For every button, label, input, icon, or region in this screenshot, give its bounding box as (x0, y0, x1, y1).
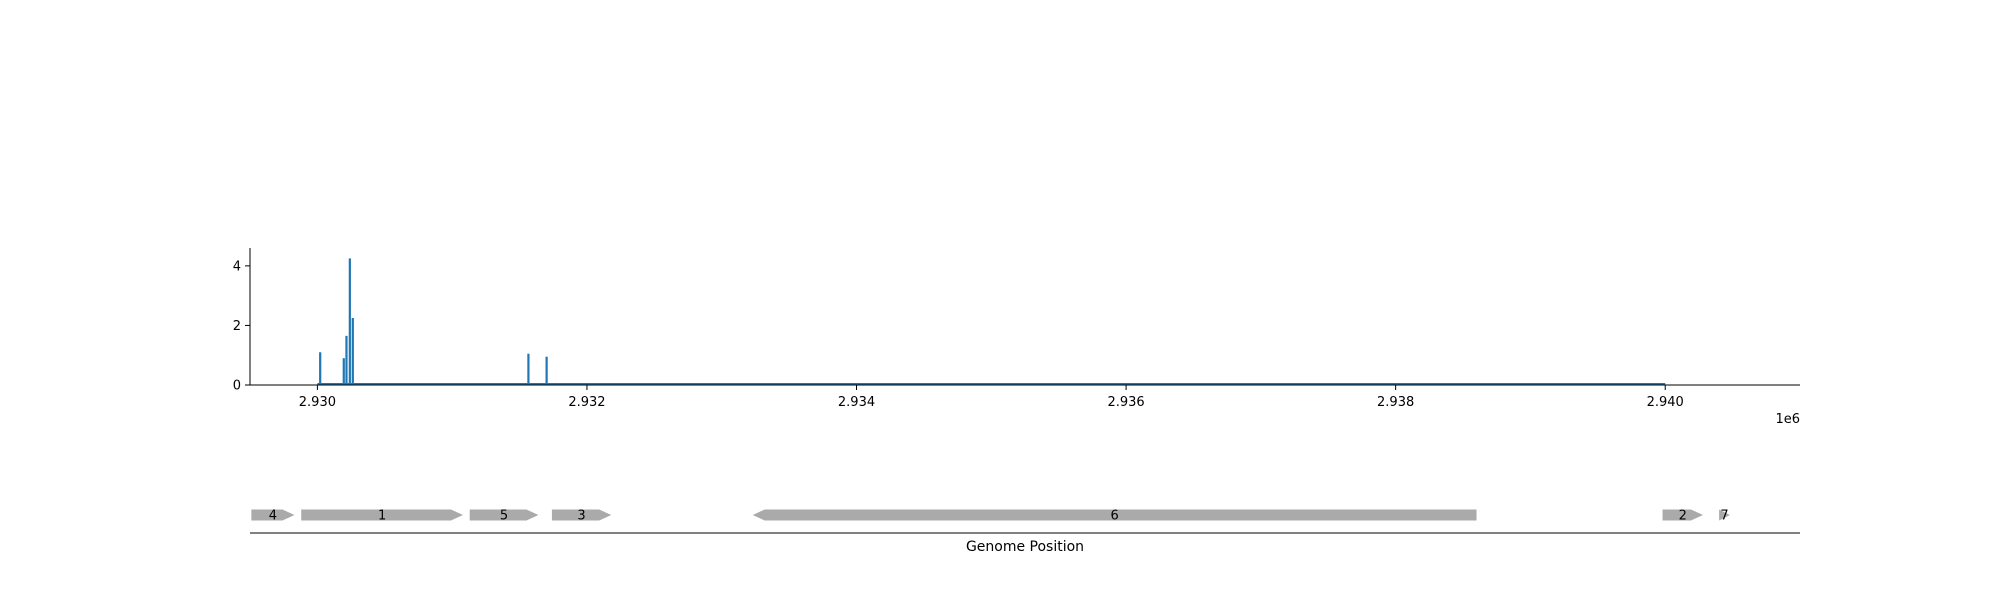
gene-arrow-7 (1719, 509, 1730, 521)
coverage-bar-2 (345, 335, 348, 385)
x-axis-title: Genome Position (966, 539, 1084, 555)
x-tick-label-1: 2.932 (568, 395, 605, 410)
gene-label-5: 5 (500, 509, 508, 524)
gene-arrow-6 (752, 509, 1477, 521)
x-tick-label-4: 2.938 (1377, 395, 1414, 410)
coverage-bar-0 (319, 352, 322, 385)
coverage-bars (319, 258, 548, 385)
gene-arrow-3 (551, 509, 612, 521)
x-ticks: 2.930 2.932 2.934 2.936 2.938 2.940 (299, 385, 1684, 410)
x-tick-label-0: 2.930 (299, 395, 336, 410)
gene-arrow-5 (469, 509, 539, 521)
gene-arrow-2 (1662, 509, 1703, 521)
gene-label-4: 4 (269, 509, 277, 524)
coverage-plot: 0 2 4 2.930 2.932 2.934 2.936 2.938 2.940 1e6 (233, 248, 1800, 427)
gene-label-6: 6 (1110, 509, 1118, 524)
coverage-bar-4 (351, 317, 354, 385)
coverage-bar-5 (527, 353, 530, 385)
gene-arrows: 4 1 5 3 6 2 7 (251, 509, 1730, 524)
x-tick-label-5: 2.940 (1647, 395, 1684, 410)
gene-arrow-1 (301, 509, 463, 521)
x-offset-label: 1e6 (1775, 412, 1800, 427)
gene-track: 4 1 5 3 6 2 7 Genome Position (250, 509, 1800, 555)
gene-arrow-4 (251, 509, 295, 521)
coverage-bar-6 (545, 356, 548, 385)
coverage-bar-1 (342, 358, 345, 385)
y-tick-label-2: 4 (233, 259, 241, 274)
gene-label-7: 7 (1720, 509, 1728, 524)
gene-label-3: 3 (577, 509, 585, 524)
y-tick-label-0: 0 (233, 379, 241, 394)
coverage-bar-3 (348, 258, 351, 385)
x-tick-label-2: 2.934 (838, 395, 875, 410)
gene-label-2: 2 (1679, 509, 1687, 524)
x-tick-label-3: 2.936 (1107, 395, 1144, 410)
y-tick-label-1: 2 (233, 319, 241, 334)
gene-label-1: 1 (378, 509, 386, 524)
y-ticks: 0 2 4 (233, 259, 250, 394)
